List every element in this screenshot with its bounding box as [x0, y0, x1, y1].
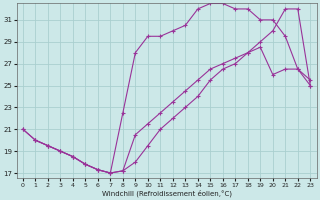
X-axis label: Windchill (Refroidissement éolien,°C): Windchill (Refroidissement éolien,°C)	[101, 189, 232, 197]
